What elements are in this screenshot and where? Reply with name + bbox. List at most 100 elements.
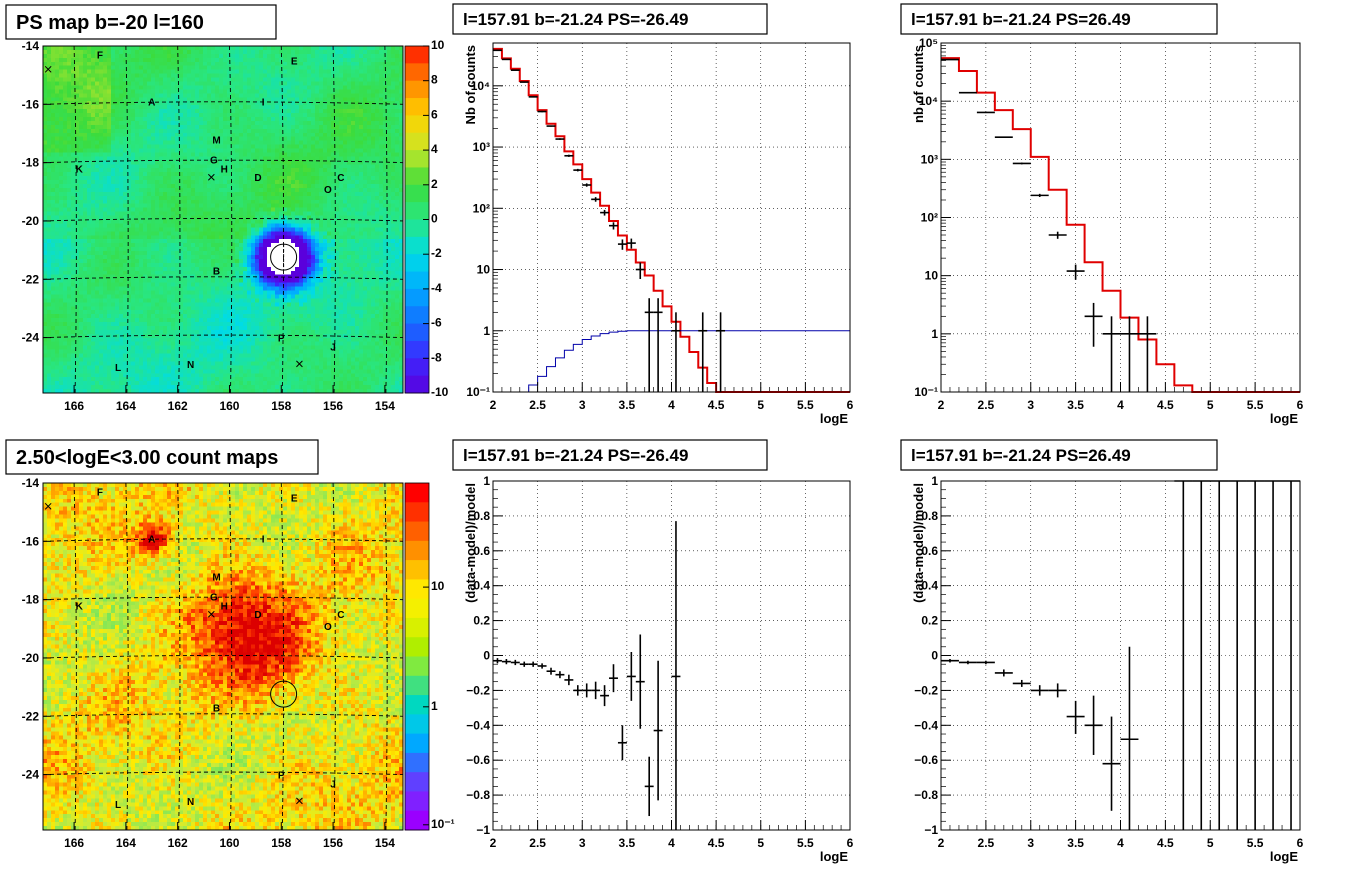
source-label-C: C <box>337 173 344 184</box>
x-tick-label: 2.5 <box>529 836 546 850</box>
y-tick-label: −0.6 <box>914 753 938 767</box>
y-tick-label: 0.6 <box>473 544 490 558</box>
colorbar-segment <box>405 46 429 64</box>
grid-meridian <box>73 482 77 831</box>
x-tick-label: 4.5 <box>708 398 725 412</box>
x-tick-label: 3 <box>1027 836 1034 850</box>
x-tick-label: 4.5 <box>1157 398 1174 412</box>
x-tick-label: 4 <box>668 398 675 412</box>
y-tick-label: 10⁴ <box>919 94 938 108</box>
source-label-C: C <box>337 610 344 621</box>
colorbar-segment <box>405 675 429 696</box>
x-tick-label: 166 <box>64 399 84 413</box>
x-tick-label: 4.5 <box>1157 836 1174 850</box>
colorbar-tick-label: -4 <box>431 281 442 295</box>
y-tick-label: -14 <box>22 39 40 53</box>
x-tick-label: 3 <box>1027 398 1034 412</box>
grid-meridian <box>125 45 129 394</box>
y-tick-label: 1 <box>931 327 938 341</box>
colorbar-segment <box>405 617 429 638</box>
grid-meridian <box>229 482 233 831</box>
x-tick-label: 154 <box>375 836 395 850</box>
source-label-E: E <box>291 494 298 505</box>
chart-title: PS map b=-20 l=160 <box>16 12 204 34</box>
source-label-L: L <box>115 363 121 374</box>
y-tick-label: −0.4 <box>914 718 938 732</box>
x-tick-label: 5.5 <box>1247 836 1264 850</box>
colorbar-segment <box>405 288 429 307</box>
chart-title: l=157.91 b=-21.24 PS=-26.49 <box>463 10 688 29</box>
source-label-D: D <box>254 173 261 184</box>
y-tick-label: 10 <box>925 269 939 283</box>
y-tick-label: 1 <box>483 474 490 488</box>
x-tick-label: 6 <box>847 398 854 412</box>
chart-title-box <box>900 439 1218 471</box>
y-tick-label: -18 <box>22 593 40 607</box>
y-tick-label: 10³ <box>473 140 490 154</box>
colorbar-tick-label: -10 <box>431 385 449 399</box>
colorbar-tick-label: 2 <box>431 177 438 191</box>
y-tick-label: 0.2 <box>921 614 938 628</box>
colorbar-segment <box>405 810 429 831</box>
x-axis-label: logE <box>820 411 848 426</box>
colorbar-segment <box>405 340 429 359</box>
colorbar-tick-label: 8 <box>431 73 438 87</box>
colorbar-segment <box>405 733 429 754</box>
colorbar-segment <box>405 98 429 116</box>
x-tick-label: 2 <box>938 836 945 850</box>
colorbar-segment <box>405 695 429 715</box>
y-tick-label: 10⁴ <box>471 79 490 93</box>
x-tick-label: 2 <box>490 836 497 850</box>
colorbar-segment <box>405 579 429 600</box>
grid-meridian <box>280 45 285 394</box>
chart-title-box <box>5 4 277 40</box>
x-tick-label: 3.5 <box>1067 398 1084 412</box>
colorbar-segment <box>405 236 429 255</box>
colorbar-segment <box>405 358 429 377</box>
x-tick-label: 160 <box>219 836 239 850</box>
colorbar-segment <box>405 375 429 394</box>
colorbar-tick-label: 10 <box>431 38 445 52</box>
source-label-L: L <box>115 800 121 811</box>
source-label-F: F <box>97 51 103 62</box>
source-label-I: I <box>262 534 265 545</box>
grid-meridian <box>332 482 336 831</box>
x-tick-label: 164 <box>116 836 136 850</box>
x-tick-label: 160 <box>219 399 239 413</box>
y-tick-label: 0.4 <box>473 579 490 593</box>
source-label-K: K <box>76 164 84 175</box>
y-tick-label: -22 <box>22 709 40 723</box>
y-tick-label: 10³ <box>921 152 938 166</box>
colorbar-tick-label: 10 <box>431 579 445 593</box>
colorbar-segment <box>405 202 429 220</box>
y-tick-label: −0.2 <box>466 683 490 697</box>
source-label-O: O <box>324 185 332 196</box>
colorbar-tick-label: 4 <box>431 142 438 156</box>
colorbar-segment <box>405 637 429 657</box>
chart-residual-neg: l=157.91 b=-21.24 PS=-26.49 2 2.5 3 3.5 4 4.5 5… <box>452 439 854 864</box>
x-tick-label: 3.5 <box>619 398 636 412</box>
y-tick-label: −0.8 <box>914 788 938 802</box>
source-label-A: A <box>148 534 155 545</box>
colorbar-segment <box>405 540 429 561</box>
source-label-P: P <box>278 771 285 782</box>
source-label-M: M <box>212 572 220 583</box>
source-label-J: J <box>330 779 336 790</box>
chart-title: 2.50<logE<3.00 count maps <box>16 447 278 469</box>
x-tick-label: 2 <box>938 398 945 412</box>
source-label-K: K <box>76 601 84 612</box>
y-tick-label: 1 <box>483 324 490 338</box>
colorbar-segment <box>405 63 429 82</box>
target-circle <box>270 680 298 708</box>
x-tick-label: 6 <box>1297 836 1304 850</box>
colorbar-tick-label: 1 <box>431 699 438 713</box>
y-tick-label: 10⁻¹ <box>466 385 490 399</box>
y-tick-label: −0.4 <box>466 718 490 732</box>
y-axis-label: (data-model)/model <box>463 483 478 603</box>
chart-residual-pos: l=157.91 b=-21.24 PS=26.49 2 2.5 3 3.5 4 4.5 5 5… <box>900 439 1304 864</box>
y-tick-label: -22 <box>22 272 40 286</box>
source-label-H: H <box>221 164 228 175</box>
chart-title: l=157.91 b=-21.24 PS=26.49 <box>911 10 1131 29</box>
x-tick-label: 5 <box>1207 836 1214 850</box>
x-tick-label: 156 <box>323 836 343 850</box>
